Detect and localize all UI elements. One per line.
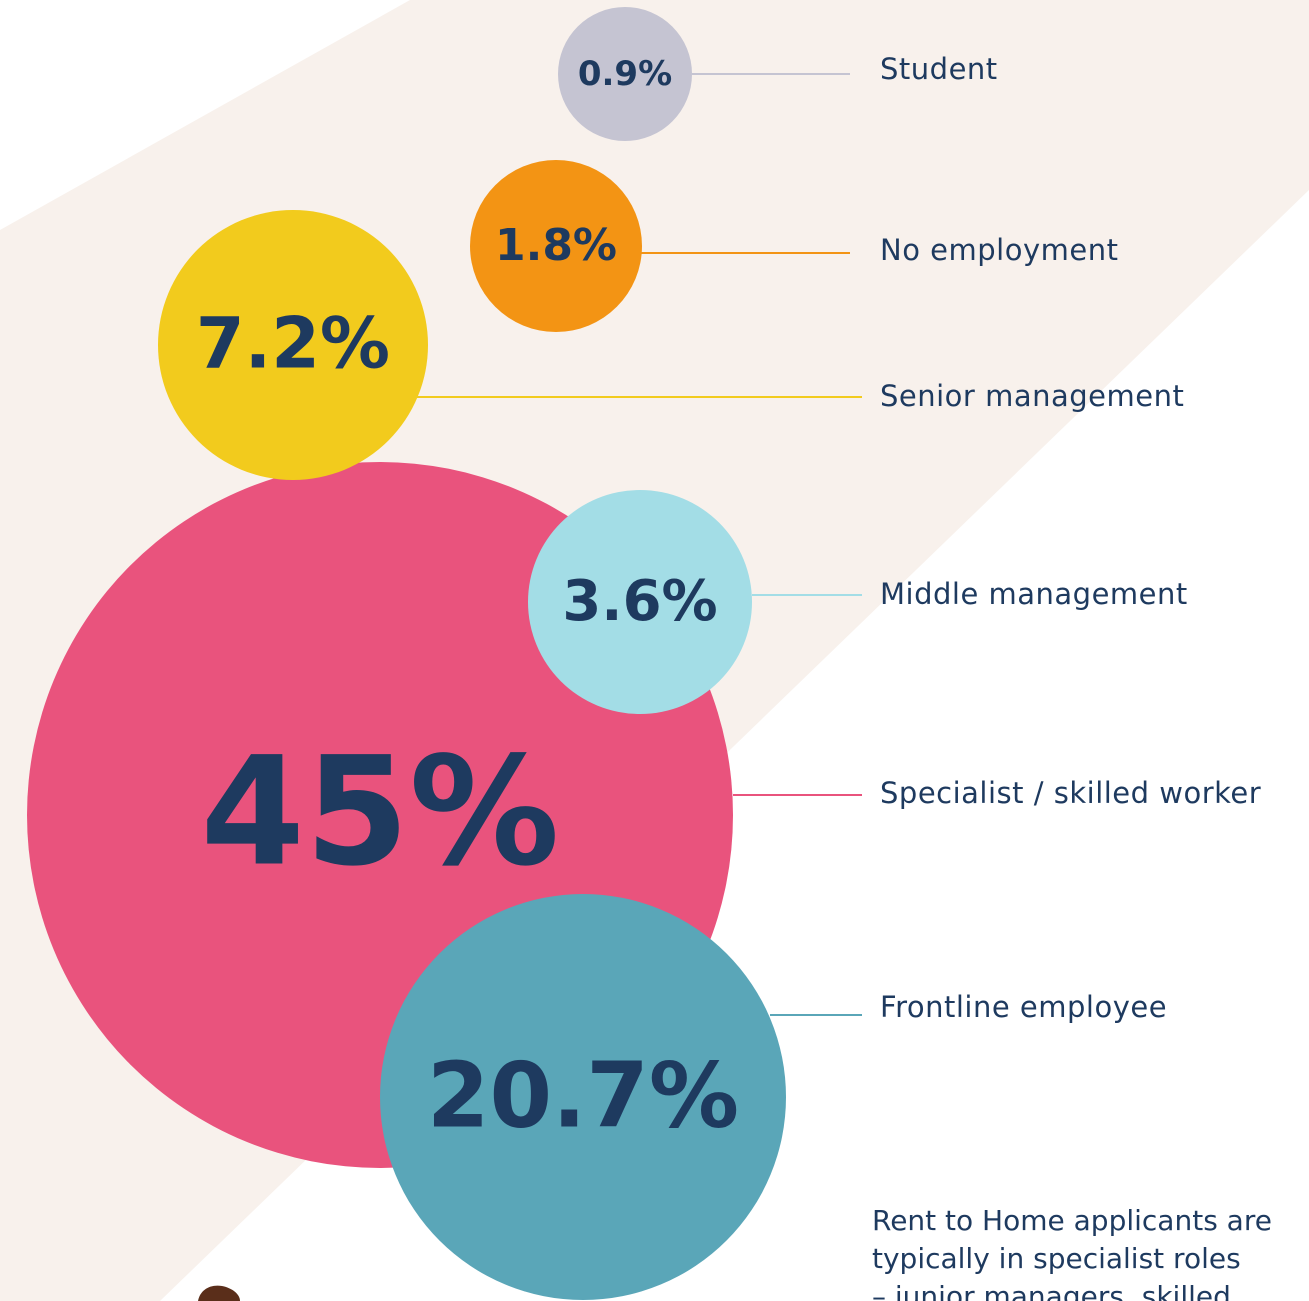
value-label: 0.9% bbox=[578, 54, 672, 94]
value-label: 7.2% bbox=[196, 303, 390, 385]
category-label: Middle management bbox=[880, 577, 1188, 611]
category-label: Specialist / skilled worker bbox=[880, 776, 1261, 810]
bubble bbox=[158, 210, 428, 480]
category-label: No employment bbox=[880, 233, 1118, 267]
value-label: 3.6% bbox=[562, 569, 717, 634]
bubble bbox=[470, 160, 642, 332]
category-label: Senior management bbox=[880, 379, 1184, 413]
category-label: Frontline employee bbox=[880, 990, 1167, 1024]
note-line: – junior managers, skilled bbox=[872, 1280, 1231, 1301]
bubble bbox=[558, 7, 692, 141]
value-label: 45% bbox=[200, 726, 559, 900]
bubble bbox=[380, 894, 786, 1300]
decoration bbox=[198, 1285, 240, 1301]
value-label: 20.7% bbox=[427, 1043, 739, 1148]
note-line: typically in specialist roles bbox=[872, 1242, 1241, 1275]
note-line: Rent to Home applicants are bbox=[872, 1204, 1272, 1237]
bubble bbox=[528, 490, 752, 714]
value-label: 1.8% bbox=[495, 220, 617, 271]
category-label: Student bbox=[880, 52, 998, 86]
